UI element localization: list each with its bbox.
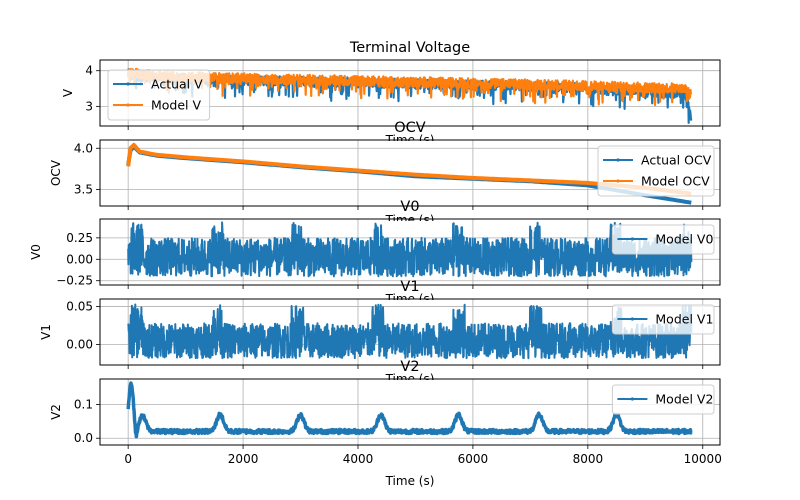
y-axis-label: OCV — [49, 159, 63, 186]
legend: Actual OCV Model OCV — [597, 145, 715, 197]
legend: Actual V Model V — [107, 69, 211, 121]
y-tick-label: 0.00 — [66, 338, 93, 352]
legend: Model V0 — [611, 224, 715, 255]
series-line-1 — [127, 67, 693, 107]
axes-frame — [99, 378, 721, 446]
subplot-title: V1 — [400, 279, 419, 295]
series-group — [127, 303, 693, 360]
subplot-title: V2 — [400, 359, 419, 375]
y-axis-label: V1 — [39, 324, 53, 340]
y-axis-label: V2 — [49, 404, 63, 420]
y-tick-label: 0.00 — [66, 252, 93, 266]
series-line-0 — [127, 303, 693, 360]
subplot-title: Terminal Voltage — [349, 40, 470, 56]
legend-box — [597, 145, 715, 197]
subplot-ocv: 3.5 4.0 OCV Time (s) OCV Actual OCV Model OCV — [49, 120, 721, 227]
subplot-title: OCV — [394, 120, 426, 136]
legend-label: Model V0 — [655, 232, 713, 247]
series-line-0 — [127, 221, 693, 278]
y-tick-label: 3.5 — [74, 183, 93, 197]
x-tick-label: 0 — [124, 452, 132, 466]
x-tick-label: 10000 — [684, 452, 722, 466]
y-axis-label: V0 — [29, 244, 43, 260]
legend-marker — [126, 103, 130, 107]
x-axis-label: Time (s) — [385, 474, 435, 488]
legend-label: Model V — [151, 98, 202, 113]
legend-label: Model OCV — [641, 174, 710, 189]
legend-label: Model V2 — [655, 392, 713, 407]
series-line-1 — [126, 142, 693, 196]
legend-label: Actual V — [151, 77, 203, 92]
y-axis-label: V — [61, 88, 75, 97]
legend-marker — [630, 317, 635, 321]
x-tick-label: 6000 — [458, 452, 489, 466]
x-tick-label: 8000 — [573, 452, 604, 466]
x-tick-label: 2000 — [228, 452, 259, 466]
series-group — [127, 67, 693, 124]
y-tick-label: 0.1 — [74, 397, 93, 411]
y-tick-label: −0.25 — [56, 274, 93, 288]
axes-frame — [99, 218, 721, 286]
legend: Model V2 — [611, 384, 715, 415]
legend-marker — [126, 82, 130, 86]
axes-frame — [99, 139, 721, 207]
legend-box — [611, 384, 715, 415]
series-group — [126, 142, 693, 205]
y-tick-label: 0.25 — [66, 231, 93, 245]
series-line-0 — [126, 381, 693, 439]
legend-marker — [616, 158, 620, 162]
x-tick-label: 4000 — [343, 452, 374, 466]
legend: Model V1 — [611, 304, 715, 335]
legend-box — [107, 69, 211, 121]
series-group — [126, 381, 693, 439]
legend-marker — [630, 397, 635, 401]
axes-frame — [99, 298, 721, 366]
x-axis-label: Time (s) — [385, 213, 435, 227]
legend-marker — [630, 237, 635, 241]
legend-box — [611, 224, 715, 255]
subplot-v2: 0 2000 4000 6000 8000 10000 0.0 0.1 V2 Time (s) V2… — [49, 359, 722, 488]
y-tick-label: 0.05 — [66, 300, 93, 314]
legend-label: Model V1 — [655, 312, 713, 327]
legend-label: Actual OCV — [641, 153, 712, 168]
subplot-title: V0 — [400, 199, 419, 215]
legend-box — [611, 304, 715, 335]
y-tick-label: 0.0 — [74, 431, 93, 445]
y-tick-label: 4.0 — [74, 141, 93, 155]
y-tick-label: 3 — [85, 99, 93, 113]
legend-marker — [616, 179, 620, 183]
series-group — [127, 221, 693, 278]
axes-frame — [99, 59, 721, 127]
y-tick-label: 4 — [85, 64, 93, 78]
